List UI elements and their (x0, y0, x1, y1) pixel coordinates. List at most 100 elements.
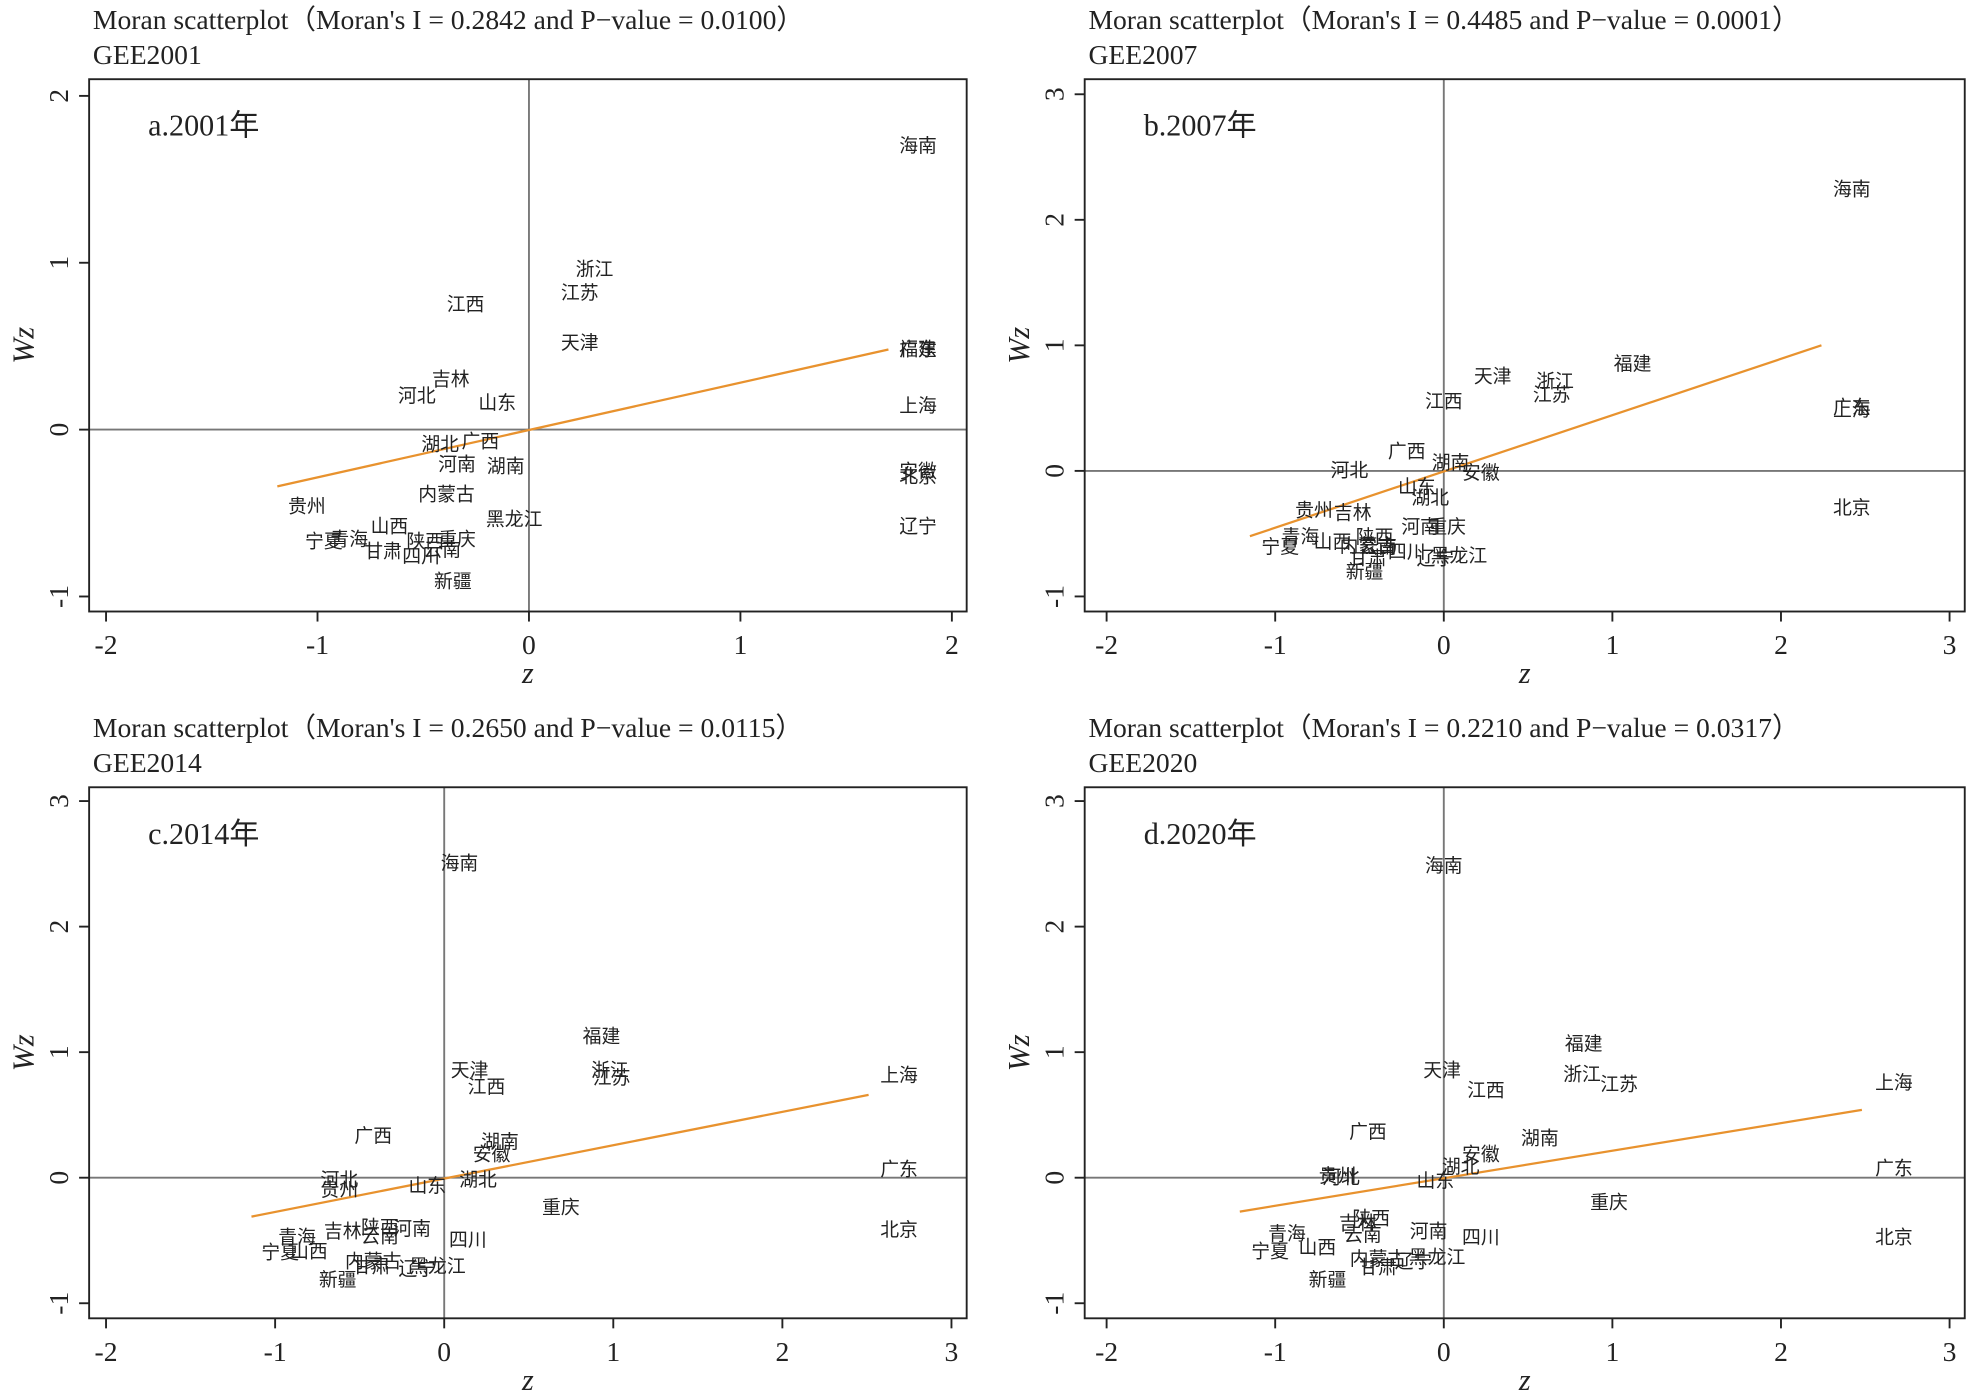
point-label: 浙江 (576, 258, 614, 280)
point-label: 上海 (1875, 1072, 1913, 1094)
y-tick-label: -1 (1038, 585, 1069, 608)
point-label: 上海 (899, 395, 937, 417)
point-label: 海南 (1425, 855, 1463, 877)
y-axis-label: Wz (1002, 1034, 1036, 1071)
point-label: 安徽 (899, 460, 937, 482)
x-tick-label: 0 (1437, 629, 1451, 660)
x-tick-label: -2 (95, 1336, 118, 1367)
point-label: 四川 (449, 1230, 487, 1251)
plot-frame (88, 78, 968, 613)
point-label: 安徽 (1462, 462, 1500, 484)
point-label: 福建 (583, 1026, 621, 1048)
x-tick-label: -2 (95, 629, 118, 660)
point-label: 浙江 (1536, 370, 1574, 392)
x-tick-label: 3 (945, 1336, 959, 1367)
y-tick-label: 2 (43, 89, 74, 103)
y-tick-label: 2 (43, 920, 74, 934)
fit-line (1239, 1108, 1863, 1213)
point-label: 吉林 (432, 369, 470, 391)
point-label: 青海 (1268, 1223, 1306, 1245)
y-axis-label: Wz (1002, 327, 1036, 364)
x-tick-label: 3 (1943, 1336, 1957, 1367)
point-label: 广西 (1349, 1121, 1387, 1143)
point-label: 河北 (321, 1169, 359, 1191)
point-label: 湖南 (481, 1131, 519, 1153)
point-label: 内蒙古 (1340, 535, 1397, 557)
point-label: 新疆 (434, 570, 472, 592)
chart-subtitle: GEE2020 (1088, 747, 1197, 778)
point-label: 福建 (899, 339, 937, 361)
point-label: 黑龙江 (486, 509, 543, 531)
point-label: 宁夏 (305, 530, 343, 552)
point-label: 宁夏 (261, 1242, 299, 1264)
y-tick-label: 0 (43, 1171, 74, 1185)
y-tick-label: 1 (1038, 338, 1069, 352)
point-label: 陕西 (361, 1217, 399, 1239)
point-label: 天津 (451, 1060, 489, 1082)
point-label: 内蒙古 (418, 484, 475, 506)
point-label: 辽宁 (1417, 547, 1455, 569)
x-tick-label: 2 (775, 1336, 789, 1367)
point-label: 广西 (354, 1125, 392, 1147)
point-label: 江苏 (561, 282, 599, 304)
point-label: 河北 (1322, 1166, 1360, 1188)
x-axis-label: z (1518, 656, 1531, 690)
x-tick-label: 1 (1605, 629, 1619, 660)
point-label: 江西 (1467, 1080, 1505, 1102)
point-label: 吉林 (324, 1220, 362, 1242)
chart-title: Moran scatterplot（Moran's I = 0.2842 and… (93, 4, 804, 35)
y-tick-label: -1 (43, 1292, 74, 1315)
point-label: 新疆 (319, 1269, 357, 1291)
y-tick-label: 2 (1038, 920, 1069, 934)
y-tick-label: 3 (43, 794, 74, 808)
point-label: 山西 (290, 1240, 328, 1262)
y-tick-label: 1 (1038, 1045, 1069, 1059)
point-label: 黑龙江 (409, 1255, 466, 1277)
point-label: 安徽 (473, 1144, 511, 1166)
point-label: 甘肃 (364, 540, 402, 562)
point-label: 江西 (447, 293, 485, 315)
x-tick-label: -2 (1095, 629, 1118, 660)
x-tick-label: 0 (437, 1336, 451, 1367)
point-label: 宁夏 (1261, 536, 1299, 558)
x-tick-label: 3 (1943, 629, 1957, 660)
y-axis-label: Wz (6, 1034, 40, 1071)
point-label: 山东 (1398, 476, 1436, 498)
point-label: 内蒙古 (345, 1250, 402, 1272)
y-axis-label: Wz (6, 327, 40, 364)
x-tick-label: 0 (1437, 1336, 1451, 1367)
chart-title: Moran scatterplot（Moran's I = 0.2650 and… (93, 712, 803, 743)
point-label: 黑龙江 (1431, 545, 1488, 567)
point-label: 湖北 (1411, 487, 1449, 509)
point-label: 湖南 (1432, 452, 1470, 474)
y-tick-label: -1 (43, 585, 74, 608)
point-label: 广东 (880, 1159, 918, 1181)
point-label: 吉林 (1334, 502, 1372, 524)
point-label: 河南 (438, 454, 476, 476)
point-label: 重庆 (1428, 516, 1466, 538)
chart-subtitle: GEE2001 (93, 39, 202, 70)
point-label: 湖北 (421, 434, 459, 456)
point-label: 黑龙江 (1409, 1247, 1466, 1269)
panel-label: d.2020年 (1144, 817, 1257, 851)
chart-subtitle: GEE2014 (93, 747, 202, 778)
point-label: 重庆 (542, 1196, 580, 1218)
panel-label: b.2007年 (1144, 109, 1257, 143)
point-label: 河北 (398, 385, 436, 407)
point-label: 云南 (1359, 536, 1397, 558)
x-axis-label: z (521, 1363, 534, 1395)
point-label: 福建 (1565, 1033, 1603, 1055)
point-label: 广东 (1833, 397, 1871, 419)
point-label: 安徽 (1462, 1144, 1500, 1166)
point-label: 天津 (1423, 1060, 1461, 1082)
y-tick-label: 3 (1038, 794, 1069, 808)
point-label: 辽宁 (398, 1258, 436, 1280)
y-tick-label: 0 (43, 423, 74, 437)
y-tick-label: 3 (1038, 87, 1069, 101)
y-tick-label: 1 (43, 1045, 74, 1059)
point-label: 重庆 (438, 529, 476, 551)
point-label: 青海 (330, 529, 368, 551)
point-label: 河南 (1410, 1220, 1448, 1242)
x-tick-label: 0 (522, 629, 536, 660)
